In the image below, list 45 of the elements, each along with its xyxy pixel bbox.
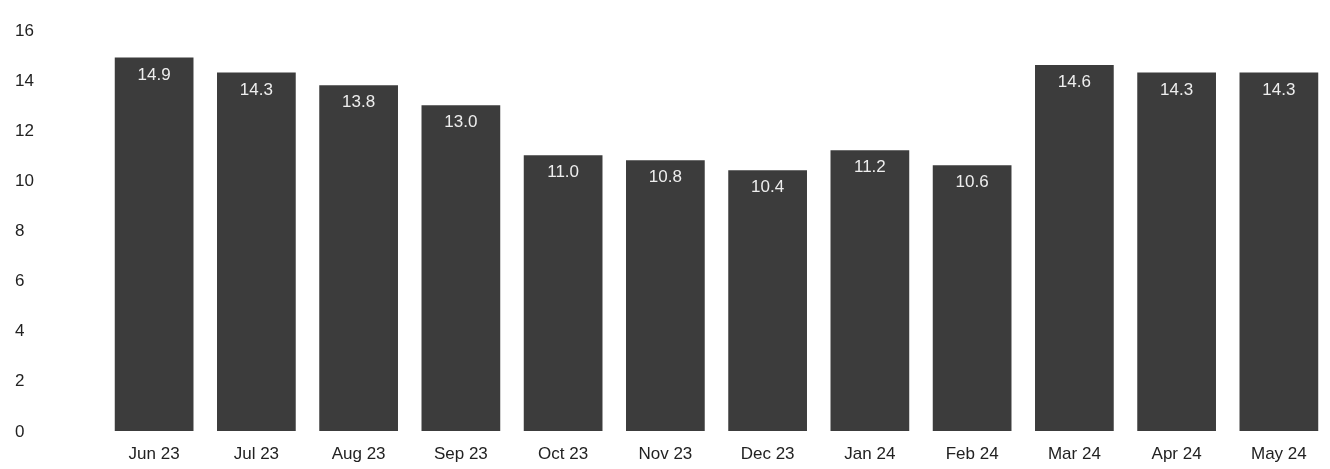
bar bbox=[1239, 72, 1319, 431]
data-label: 13.0 bbox=[444, 112, 478, 132]
data-label: 14.3 bbox=[1160, 79, 1194, 99]
data-label: 13.8 bbox=[342, 92, 376, 112]
data-label: 10.6 bbox=[955, 172, 989, 192]
bar bbox=[114, 57, 194, 431]
y-tick-label: 10 bbox=[15, 170, 34, 190]
bar bbox=[932, 165, 1012, 431]
x-tick-label: Sep 23 bbox=[433, 444, 488, 463]
bar bbox=[523, 155, 603, 431]
bar bbox=[1035, 65, 1114, 431]
y-tick-label: 8 bbox=[15, 221, 25, 240]
bar bbox=[728, 170, 807, 431]
x-tick-label: Aug 23 bbox=[331, 444, 386, 463]
y-tick-label: 16 bbox=[15, 20, 34, 40]
bar bbox=[626, 160, 705, 431]
y-tick-label: 0 bbox=[15, 421, 25, 441]
x-tick-label: Jun 23 bbox=[128, 444, 180, 463]
x-tick-label: Apr 24 bbox=[1151, 444, 1202, 463]
y-tick-label: 6 bbox=[15, 271, 25, 291]
x-tick-label: Jul 23 bbox=[233, 444, 280, 463]
y-tick-label: 12 bbox=[15, 120, 34, 140]
x-tick-label: Nov 23 bbox=[638, 444, 693, 463]
data-label: 10.8 bbox=[648, 167, 682, 187]
bar bbox=[1137, 72, 1216, 431]
data-label: 10.4 bbox=[751, 177, 785, 197]
data-label: 14.3 bbox=[239, 79, 273, 99]
data-label: 14.6 bbox=[1057, 72, 1091, 92]
bar bbox=[217, 72, 296, 431]
x-tick-label: Oct 23 bbox=[538, 444, 589, 463]
data-label: 11.0 bbox=[547, 162, 580, 182]
data-label: 14.9 bbox=[137, 64, 171, 84]
y-tick-label: 14 bbox=[15, 70, 34, 90]
x-tick-label: May 24 bbox=[1251, 444, 1307, 463]
x-tick-label: Feb 24 bbox=[945, 444, 999, 463]
x-tick-label: Jan 24 bbox=[844, 444, 896, 463]
data-label: 11.2 bbox=[853, 157, 886, 177]
y-tick-label: 4 bbox=[15, 321, 25, 341]
data-label: 14.3 bbox=[1262, 79, 1296, 99]
x-tick-label: Mar 24 bbox=[1047, 444, 1101, 463]
x-tick-label: Dec 23 bbox=[740, 444, 795, 463]
bar bbox=[421, 105, 501, 431]
bar bbox=[830, 150, 910, 431]
y-tick-label: 2 bbox=[15, 371, 25, 391]
bar bbox=[319, 85, 398, 431]
